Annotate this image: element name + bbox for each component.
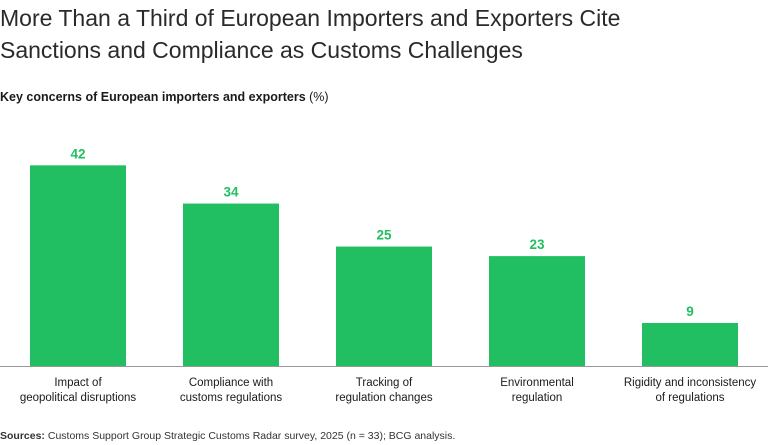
chart-subtitle-main: Key concerns of European importers and e… [0, 90, 306, 104]
chart-subtitle-unit: (%) [309, 90, 329, 104]
bar-value-label-2: 34 [223, 185, 239, 200]
chart-title: More Than a Third of European Importers … [0, 2, 760, 66]
category-label-1: Impact of geopolitical disruptions [20, 377, 137, 404]
chart-subtitle: Key concerns of European importers and e… [0, 90, 329, 104]
source-text: Customs Support Group Strategic Customs … [47, 430, 456, 442]
bar-3 [336, 246, 432, 366]
bar-4 [489, 256, 585, 366]
bar-value-label-1: 42 [70, 146, 85, 161]
category-label-2: Compliance with customs regulations [180, 377, 283, 404]
category-label-3: Tracking of regulation changes [335, 377, 432, 404]
bar-5 [642, 323, 738, 366]
source-label: Sources: [0, 430, 45, 442]
category-label-4: Environmental regulation [500, 377, 574, 404]
source-note: Sources: Customs Support Group Strategic… [0, 430, 455, 442]
bar-2 [183, 203, 279, 366]
bar-chart: 42 Impact of geopolitical disruptions 34 Com… [0, 146, 768, 404]
bar-value-label-4: 23 [529, 237, 545, 252]
bar-1 [30, 165, 126, 366]
chart-title-line-2: Sanctions and Compliance as Customs Chal… [0, 37, 523, 63]
bar-value-label-3: 25 [376, 228, 392, 243]
category-label-5: Rigidity and inconsistency of regulations [624, 377, 757, 404]
chart-title-line-1: More Than a Third of European Importers … [0, 5, 621, 31]
bar-value-label-5: 9 [686, 304, 694, 319]
